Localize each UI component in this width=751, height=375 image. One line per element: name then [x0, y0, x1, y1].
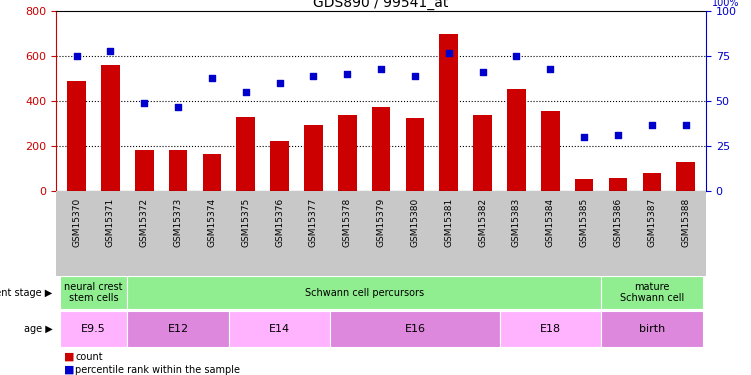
Point [307, 73, 319, 79]
Point [273, 80, 285, 86]
Text: GSM15379: GSM15379 [377, 198, 385, 247]
Point [138, 100, 150, 106]
Text: GSM15383: GSM15383 [512, 198, 521, 247]
Text: GSM15376: GSM15376 [275, 198, 284, 247]
Bar [135, 150, 154, 191]
Bar [601, 311, 702, 347]
Text: GSM15377: GSM15377 [309, 198, 318, 247]
Bar [128, 276, 601, 309]
Text: development stage ▶: development stage ▶ [0, 288, 53, 297]
Text: GSM15378: GSM15378 [342, 198, 351, 247]
Point [206, 75, 218, 81]
Text: neural crest
stem cells: neural crest stem cells [65, 282, 123, 303]
Text: E12: E12 [167, 324, 189, 334]
Point [71, 53, 83, 59]
Bar [677, 162, 695, 191]
Bar [406, 118, 424, 191]
Title: GDS890 / 99541_at: GDS890 / 99541_at [313, 0, 449, 10]
Text: ■: ■ [64, 352, 74, 362]
Text: GSM15374: GSM15374 [207, 198, 216, 247]
Bar [608, 178, 627, 191]
Text: GSM15381: GSM15381 [445, 198, 454, 247]
Text: GSM15370: GSM15370 [72, 198, 81, 247]
Point [443, 50, 455, 55]
Bar [541, 111, 559, 191]
Point [172, 104, 184, 110]
Bar [473, 115, 492, 191]
Bar [372, 107, 391, 191]
Text: percentile rank within the sample: percentile rank within the sample [75, 365, 240, 375]
Text: GSM15373: GSM15373 [173, 198, 182, 247]
Bar [60, 276, 128, 309]
Bar [439, 34, 458, 191]
Bar [237, 117, 255, 191]
Point [578, 134, 590, 140]
Bar [60, 311, 128, 347]
Text: E16: E16 [405, 324, 426, 334]
Bar [128, 311, 229, 347]
Bar [304, 125, 323, 191]
Bar [270, 141, 289, 191]
Point [680, 122, 692, 128]
Text: GSM15386: GSM15386 [614, 198, 623, 247]
Bar [169, 150, 188, 191]
Text: GSM15385: GSM15385 [580, 198, 589, 247]
Text: E14: E14 [269, 324, 290, 334]
Bar [330, 311, 499, 347]
Bar [575, 179, 593, 191]
Bar [499, 311, 601, 347]
Text: count: count [75, 352, 103, 362]
Point [240, 89, 252, 95]
Point [511, 53, 523, 59]
Bar [601, 276, 702, 309]
Text: 100%: 100% [711, 0, 739, 9]
Text: GSM15375: GSM15375 [241, 198, 250, 247]
Text: birth: birth [638, 324, 665, 334]
Point [409, 73, 421, 79]
Text: GSM15371: GSM15371 [106, 198, 115, 247]
Point [375, 66, 387, 72]
Point [477, 69, 489, 75]
Text: ■: ■ [64, 365, 74, 375]
Text: GSM15387: GSM15387 [647, 198, 656, 247]
Bar [101, 65, 119, 191]
Text: GSM15380: GSM15380 [411, 198, 420, 247]
Bar [338, 115, 357, 191]
Text: GSM15388: GSM15388 [681, 198, 690, 247]
Text: age ▶: age ▶ [24, 324, 53, 334]
Bar [643, 173, 661, 191]
Bar [229, 311, 330, 347]
Point [612, 132, 624, 138]
Point [104, 48, 116, 54]
Point [544, 66, 556, 72]
Text: E9.5: E9.5 [81, 324, 106, 334]
Text: E18: E18 [540, 324, 561, 334]
Text: GSM15372: GSM15372 [140, 198, 149, 247]
Text: GSM15382: GSM15382 [478, 198, 487, 247]
Text: mature
Schwann cell: mature Schwann cell [620, 282, 684, 303]
Text: Schwann cell percursors: Schwann cell percursors [305, 288, 424, 297]
Bar [68, 81, 86, 191]
Bar [203, 154, 222, 191]
Bar [507, 89, 526, 191]
Text: GSM15384: GSM15384 [546, 198, 555, 247]
Point [341, 71, 353, 77]
Point [646, 122, 658, 128]
